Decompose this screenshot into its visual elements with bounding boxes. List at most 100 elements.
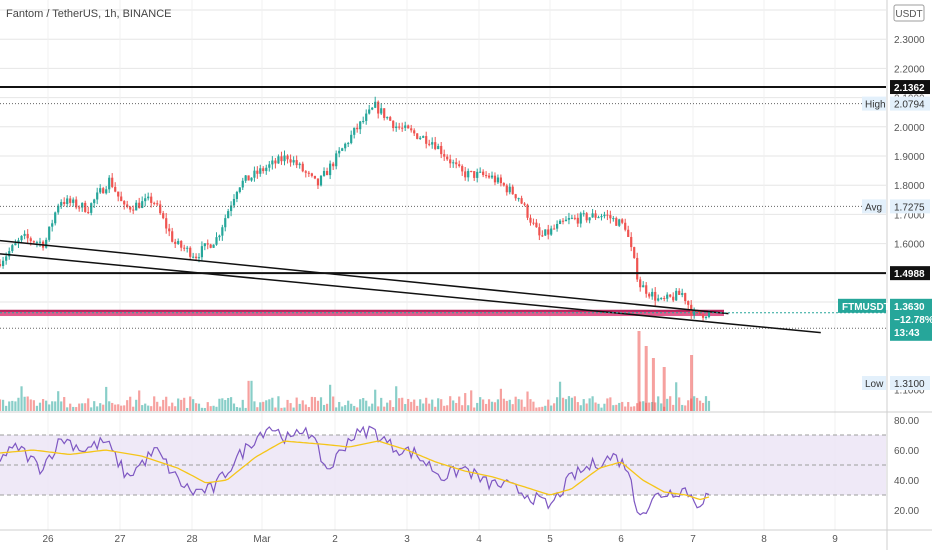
- volume-bar: [443, 405, 446, 411]
- level-price-tag[interactable]: 1.4988: [890, 266, 930, 281]
- volume-bar: [576, 402, 579, 411]
- volume-bar: [392, 406, 395, 411]
- volume-bar: [78, 403, 81, 411]
- candle: [573, 214, 576, 221]
- volume-bar: [48, 404, 51, 411]
- currency-badge[interactable]: USDT: [893, 4, 925, 22]
- time-tick-label: 3: [404, 534, 410, 545]
- candle: [72, 197, 75, 207]
- trendline[interactable]: [0, 239, 729, 315]
- candle: [1, 256, 5, 269]
- time-tick-label: 4: [476, 534, 482, 545]
- symbol-label: FTMUSDT: [842, 302, 890, 313]
- volume-bar: [268, 399, 271, 411]
- volume-bar: [419, 399, 422, 411]
- volume-bar: [344, 405, 347, 411]
- volume-bar: [541, 406, 544, 411]
- time-tick-label: 27: [114, 534, 126, 545]
- volume-bar: [696, 397, 699, 411]
- volume-bar: [413, 399, 416, 411]
- candle: [90, 202, 93, 216]
- volume-bar: [678, 397, 681, 411]
- volume-bar: [499, 388, 502, 411]
- time-tick-label: 26: [42, 534, 54, 545]
- candle: [597, 215, 600, 219]
- volume-bar: [401, 397, 404, 411]
- volume-bar: [398, 398, 401, 411]
- candle: [618, 218, 621, 228]
- volume-bar: [253, 401, 256, 411]
- support-zone[interactable]: [0, 310, 724, 317]
- candle: [425, 131, 428, 149]
- volume-bar: [699, 400, 702, 411]
- volume-bar: [286, 399, 289, 411]
- volume-bar: [558, 381, 562, 411]
- candle: [561, 218, 565, 225]
- candle: [114, 182, 117, 193]
- volume-bar: [633, 406, 636, 411]
- level-price-tag[interactable]: 2.1362: [890, 80, 930, 95]
- trendline[interactable]: [0, 253, 821, 334]
- volume-bar: [606, 398, 609, 411]
- candle: [45, 237, 48, 249]
- candle: [259, 164, 262, 177]
- candle: [392, 120, 395, 132]
- candle: [271, 156, 274, 170]
- candle: [684, 292, 687, 305]
- candle: [395, 122, 398, 132]
- volume-bar: [335, 407, 338, 411]
- candle: [356, 123, 359, 133]
- price-axis[interactable]: 2.40002.30002.20002.10002.00001.90001.80…: [838, 6, 932, 517]
- candle: [96, 187, 99, 205]
- candle: [365, 109, 368, 125]
- candle: [532, 218, 535, 226]
- candle: [362, 116, 365, 124]
- volume-bar: [669, 396, 672, 411]
- time-tick-label: 2: [332, 534, 338, 545]
- volume-bar: [313, 397, 317, 411]
- time-axis[interactable]: 26 27 28 Mar 2 3 4 5 6 7 8 9: [42, 534, 838, 545]
- volume-bar: [283, 407, 286, 411]
- last-price-tag[interactable]: FTMUSDT 1.3630 −12.78% 13:43: [838, 298, 932, 341]
- volume-bar: [99, 403, 102, 411]
- volume-bar: [485, 403, 488, 411]
- volume-bar: [609, 397, 612, 411]
- candle: [48, 226, 51, 242]
- candle: [609, 210, 612, 224]
- volume-bar: [322, 404, 326, 411]
- volume-bar: [410, 401, 413, 411]
- volume-bar: [26, 396, 29, 411]
- volume-bar: [654, 402, 657, 411]
- volume-spike: [662, 367, 666, 411]
- svg-text:2.1362: 2.1362: [894, 83, 925, 94]
- candle: [235, 190, 239, 203]
- volume-bar: [666, 398, 669, 411]
- candle: [209, 243, 212, 249]
- candle: [227, 208, 230, 219]
- volume-bar: [200, 407, 204, 411]
- volume-bar: [123, 405, 126, 411]
- price-change: −12.78%: [894, 315, 932, 326]
- volume-bar: [508, 399, 511, 411]
- volume-bar: [461, 405, 464, 411]
- volume-spike: [651, 358, 655, 411]
- candle: [470, 170, 473, 173]
- candle: [26, 229, 29, 244]
- marker-tag-low: Low 1.3100: [862, 376, 930, 390]
- volume-bar: [1, 399, 5, 411]
- volume-bar: [701, 402, 705, 411]
- candle: [681, 288, 684, 298]
- drawing-layer[interactable]: [0, 86, 886, 334]
- candle: [138, 197, 141, 209]
- time-tick-label: Mar: [253, 534, 271, 545]
- volume-bar: [17, 397, 20, 411]
- volume-bar: [374, 389, 377, 411]
- candle: [329, 160, 332, 180]
- volume-bar: [159, 406, 162, 411]
- volume-bar: [51, 401, 54, 411]
- candle: [461, 164, 464, 176]
- candle: [535, 219, 538, 228]
- volume-bar: [212, 405, 215, 411]
- candle: [194, 253, 198, 261]
